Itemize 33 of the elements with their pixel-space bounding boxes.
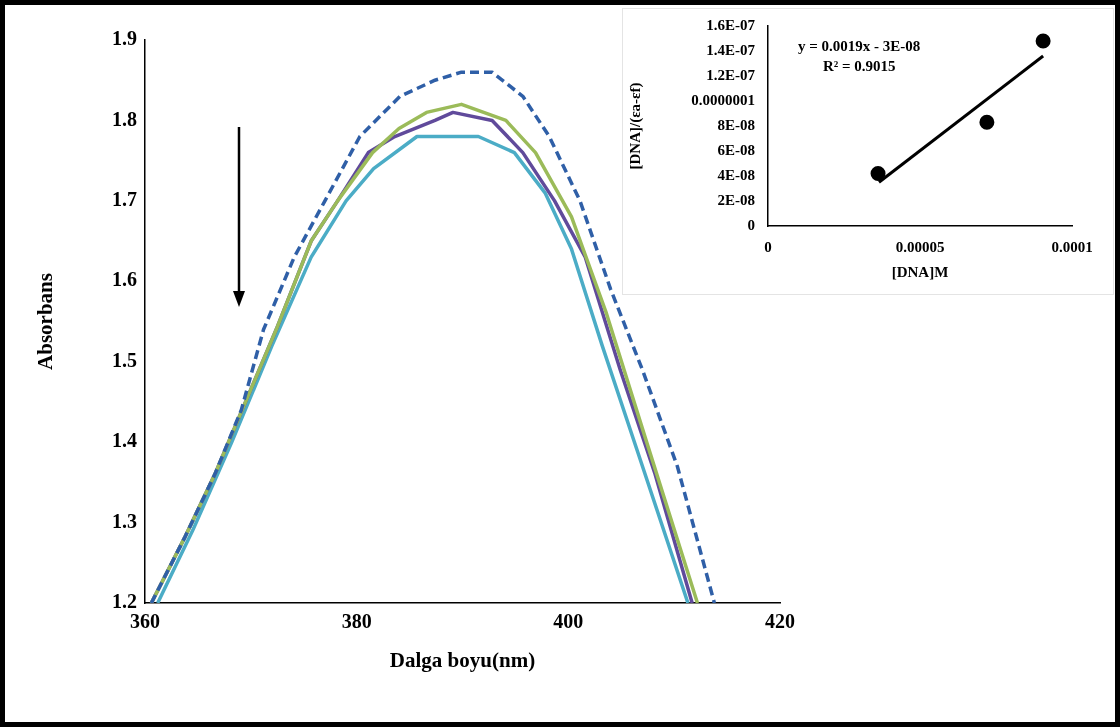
y-tick-label: 8E-08 bbox=[717, 116, 755, 133]
x-tick-label: 380 bbox=[341, 610, 372, 633]
y-tick-label: 1.4E-07 bbox=[706, 41, 756, 58]
y-tick-label: 1.8 bbox=[112, 107, 137, 130]
y-tick-label: 1.7 bbox=[112, 188, 137, 211]
annotation: R² = 0.9015 bbox=[822, 58, 896, 75]
x-tick-label: 360 bbox=[130, 610, 160, 633]
x-axis-title: Dalga boyu(nm) bbox=[389, 647, 536, 672]
x-axis-title: [DNA]M bbox=[891, 263, 949, 280]
point bbox=[979, 114, 995, 130]
y-tick-label: 1.4 bbox=[112, 429, 137, 452]
x-tick-label: 420 bbox=[765, 610, 795, 633]
y-tick-label: 1.5 bbox=[112, 348, 137, 371]
x-tick-label: 0.00005 bbox=[895, 238, 945, 255]
y-tick-label: 6E-08 bbox=[717, 141, 755, 158]
y-axis-title: Absorbans bbox=[33, 273, 58, 370]
y-axis-title: [DNA]/(εa-εf) bbox=[626, 82, 644, 170]
y-tick-label: 1.3 bbox=[112, 509, 137, 532]
point bbox=[870, 166, 886, 181]
y-tick-label: 1.6 bbox=[112, 268, 137, 291]
point bbox=[1035, 33, 1051, 49]
y-tick-label: 1.2 bbox=[112, 590, 137, 613]
y-tick-label: 2E-08 bbox=[717, 191, 755, 208]
annotation: y = 0.0019x - 3E-08 bbox=[798, 38, 921, 55]
y-tick-label: 1.6E-07 bbox=[706, 16, 756, 33]
x-tick-label: 0 bbox=[764, 238, 772, 255]
x-tick-label: 400 bbox=[553, 610, 584, 633]
y-tick-label: 1.2E-07 bbox=[706, 66, 756, 83]
y-tick-label: 4E-08 bbox=[717, 166, 755, 183]
y-tick-label: 0 bbox=[747, 216, 755, 233]
x-tick-label: 0.0001 bbox=[1051, 238, 1093, 255]
y-tick-label: 0.0000001 bbox=[691, 91, 755, 108]
y-tick-label: 1.9 bbox=[112, 27, 137, 50]
